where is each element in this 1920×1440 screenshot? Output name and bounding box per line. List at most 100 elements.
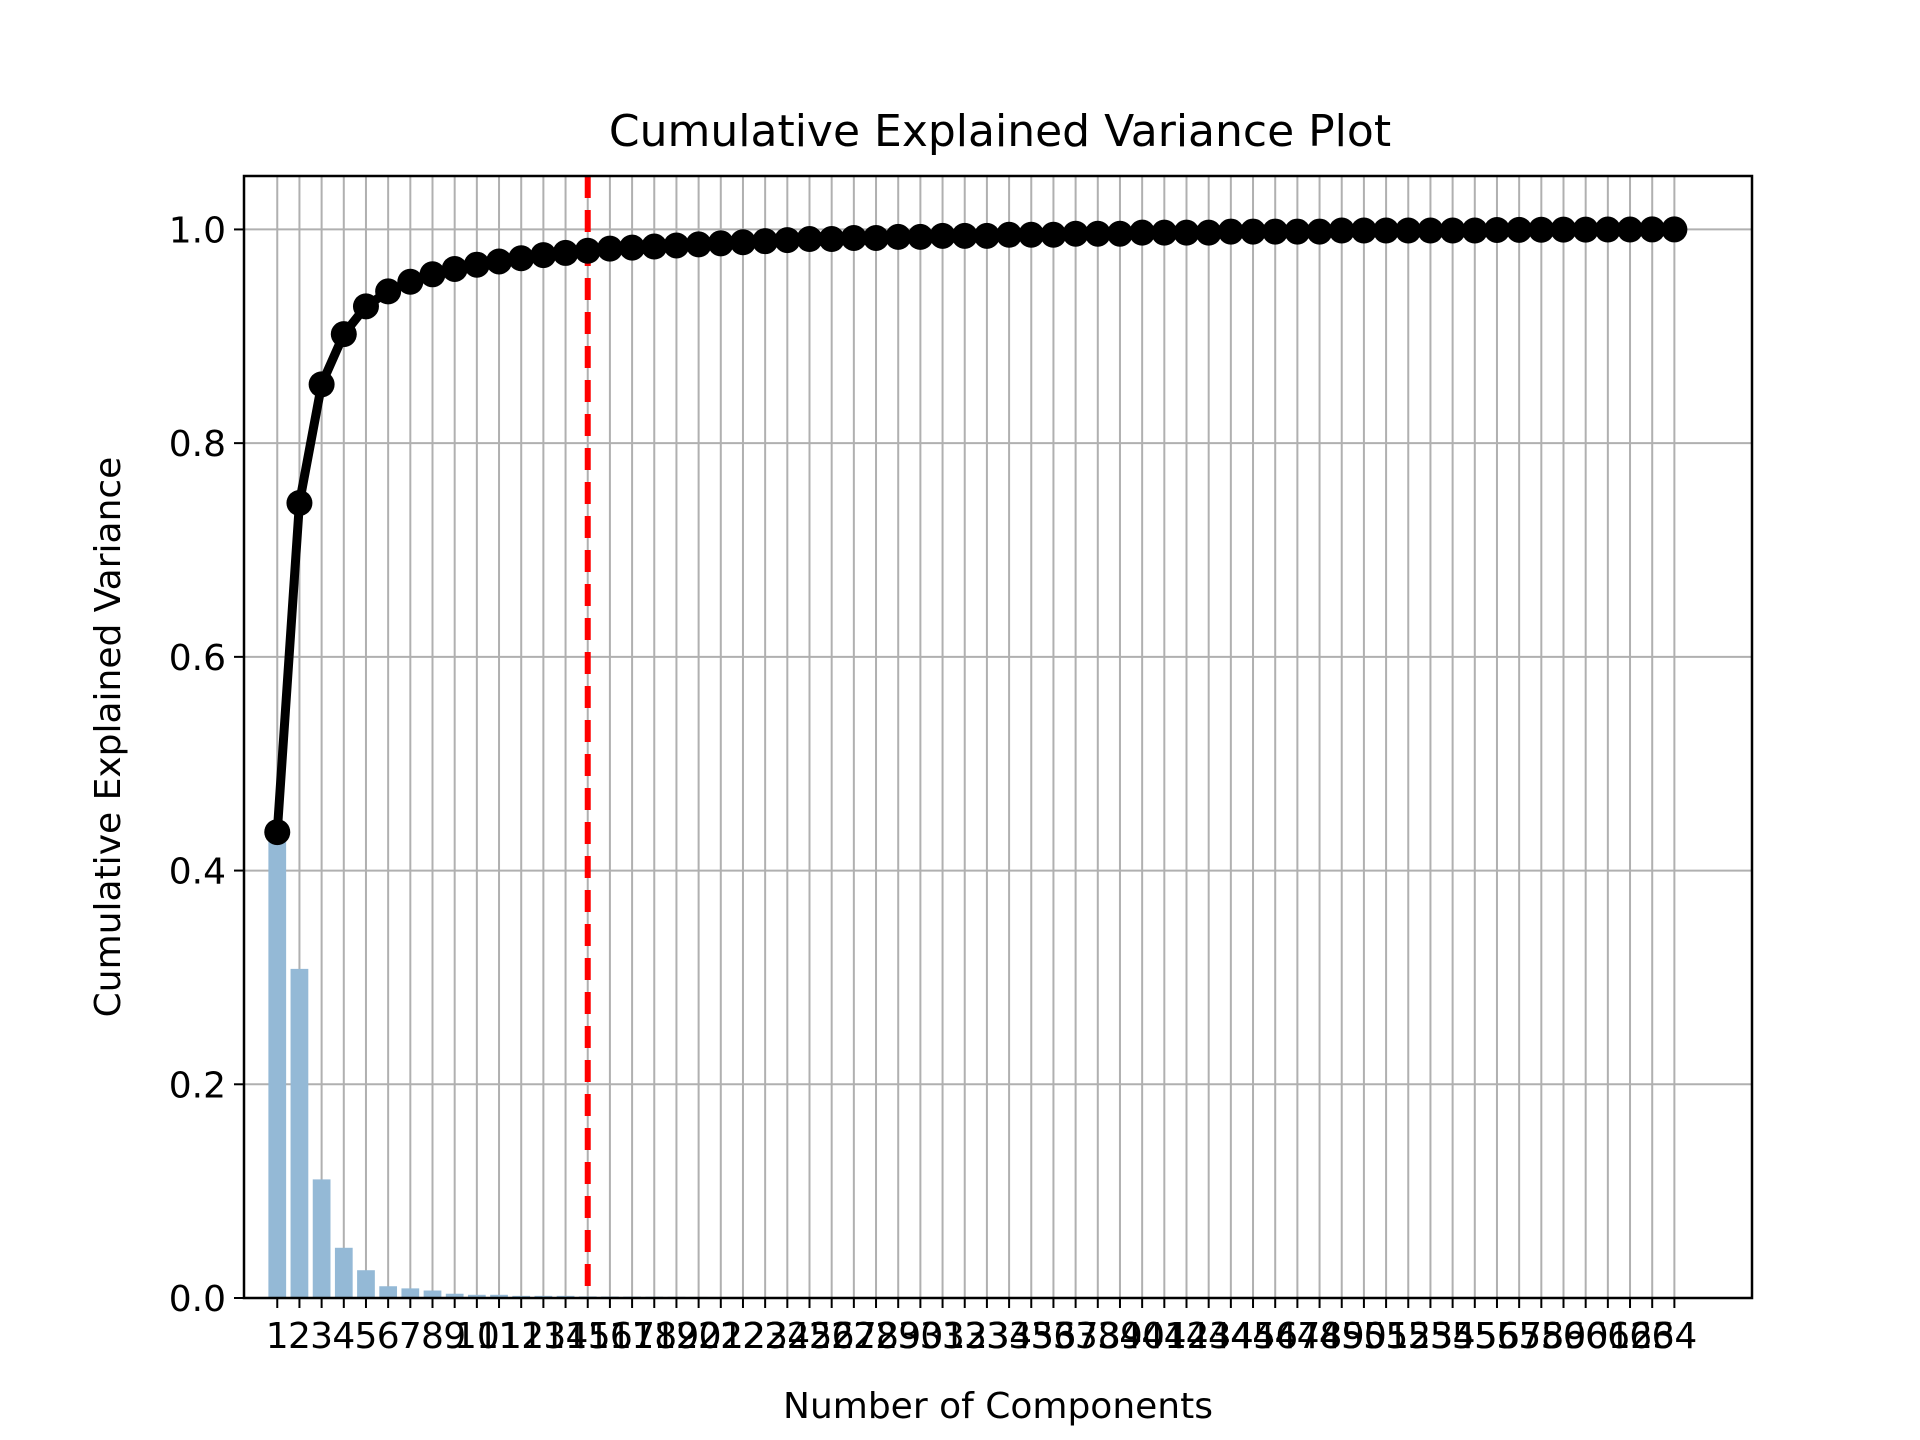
data-point [1173,219,1200,246]
x-tick-label: 9 [443,1316,466,1357]
data-point [441,255,468,282]
x-tick-label: 40 [1119,1316,1165,1357]
data-point [1195,219,1222,246]
data-point [286,489,313,516]
y-tick-label: 0.2 [169,1065,226,1106]
data-point [818,226,845,253]
x-tick-label: 41 [1141,1316,1187,1357]
x-tick-label: 4 [332,1316,355,1357]
data-point [973,222,1000,249]
data-point [308,371,335,398]
data-point [1483,216,1510,243]
axis-layer: 0.00.20.40.60.81.01 2 3 4 5 6 7 8 91011121314151… [169,210,1698,1357]
x-tick-label: 37 [1053,1316,1099,1357]
data-point [1217,218,1244,245]
x-tick-label: 33 [964,1316,1010,1357]
x-tick-label: 60 [1563,1316,1609,1357]
data-point [619,234,646,261]
x-axis-label: Number of Components [783,1386,1213,1427]
x-tick-label: 52 [1385,1316,1431,1357]
x-tick-label: 21 [698,1316,744,1357]
x-tick-label: 51 [1363,1316,1409,1357]
data-point [264,819,291,846]
x-tick-label: 18 [631,1316,677,1357]
data-point [1062,220,1089,247]
y-tick-label: 0.4 [169,852,226,893]
bar [290,968,309,1298]
data-point [352,293,379,320]
data-point [729,229,756,256]
data-point [1040,221,1067,248]
x-tick-label: 15 [565,1316,611,1357]
x-tick-label: 8 [421,1316,444,1357]
x-tick-label: 25 [787,1316,833,1357]
x-tick-label: 17 [609,1316,655,1357]
x-tick-label: 55 [1452,1316,1498,1357]
data-point [486,248,513,275]
x-tick-label: 27 [831,1316,877,1357]
bar [334,1247,353,1298]
x-tick-label: 11 [476,1316,522,1357]
x-tick-label: 28 [853,1316,899,1357]
data-point [574,237,601,264]
data-point [1461,217,1488,244]
data-point [1129,219,1156,246]
x-tick-label: 20 [676,1316,722,1357]
data-point [508,245,535,272]
bar [357,1270,375,1298]
x-tick-label: 43 [1186,1316,1232,1357]
data-point [1240,218,1267,245]
data-point [1395,217,1422,244]
data-point [1084,220,1111,247]
x-tick-label: 47 [1274,1316,1320,1357]
data-point [330,321,357,348]
data-point [641,233,668,260]
data-point [419,261,446,288]
data-point [1594,216,1621,243]
x-tick-label: 26 [809,1316,855,1357]
x-tick-label: 13 [520,1316,566,1357]
data-point [752,228,779,255]
x-tick-label: 64 [1651,1316,1697,1357]
x-tick-label: 56 [1474,1316,1520,1357]
x-tick-label: 59 [1541,1316,1587,1357]
x-tick-label: 35 [1008,1316,1054,1357]
x-tick-label: 32 [942,1316,988,1357]
x-tick-label: 50 [1341,1316,1387,1357]
x-tick-label: 22 [720,1316,766,1357]
x-tick-label: 19 [654,1316,700,1357]
x-tick-label: 54 [1430,1316,1476,1357]
data-point [774,227,801,254]
data-point [552,239,579,266]
x-tick-label: 62 [1607,1316,1653,1357]
x-tick-label: 63 [1629,1316,1675,1357]
data-point [996,221,1023,248]
y-tick-label: 1.0 [169,210,226,251]
grid-layer [244,176,1752,1299]
data-point [840,224,867,251]
y-axis-label: Cumulative Explained Variance [88,457,129,1018]
x-tick-label: 12 [498,1316,544,1357]
data-point [530,242,557,269]
x-tick-label: 58 [1518,1316,1564,1357]
data-point [796,226,823,253]
x-tick-label: 38 [1075,1316,1121,1357]
bar [379,1286,398,1298]
x-tick-label: 31 [920,1316,966,1357]
data-point [863,224,890,251]
data-point [1262,218,1289,245]
x-tick-label: 3 [310,1316,333,1357]
x-tick-label: 7 [399,1316,422,1357]
data-point [1306,218,1333,245]
data-point [907,223,934,250]
x-tick-label: 49 [1319,1316,1365,1357]
data-point [1439,217,1466,244]
data-point [1373,217,1400,244]
data-point [1018,221,1045,248]
x-tick-label: 48 [1297,1316,1343,1357]
data-point [1550,216,1577,243]
data-point [463,251,490,278]
x-tick-label: 30 [897,1316,943,1357]
data-point [663,232,690,259]
